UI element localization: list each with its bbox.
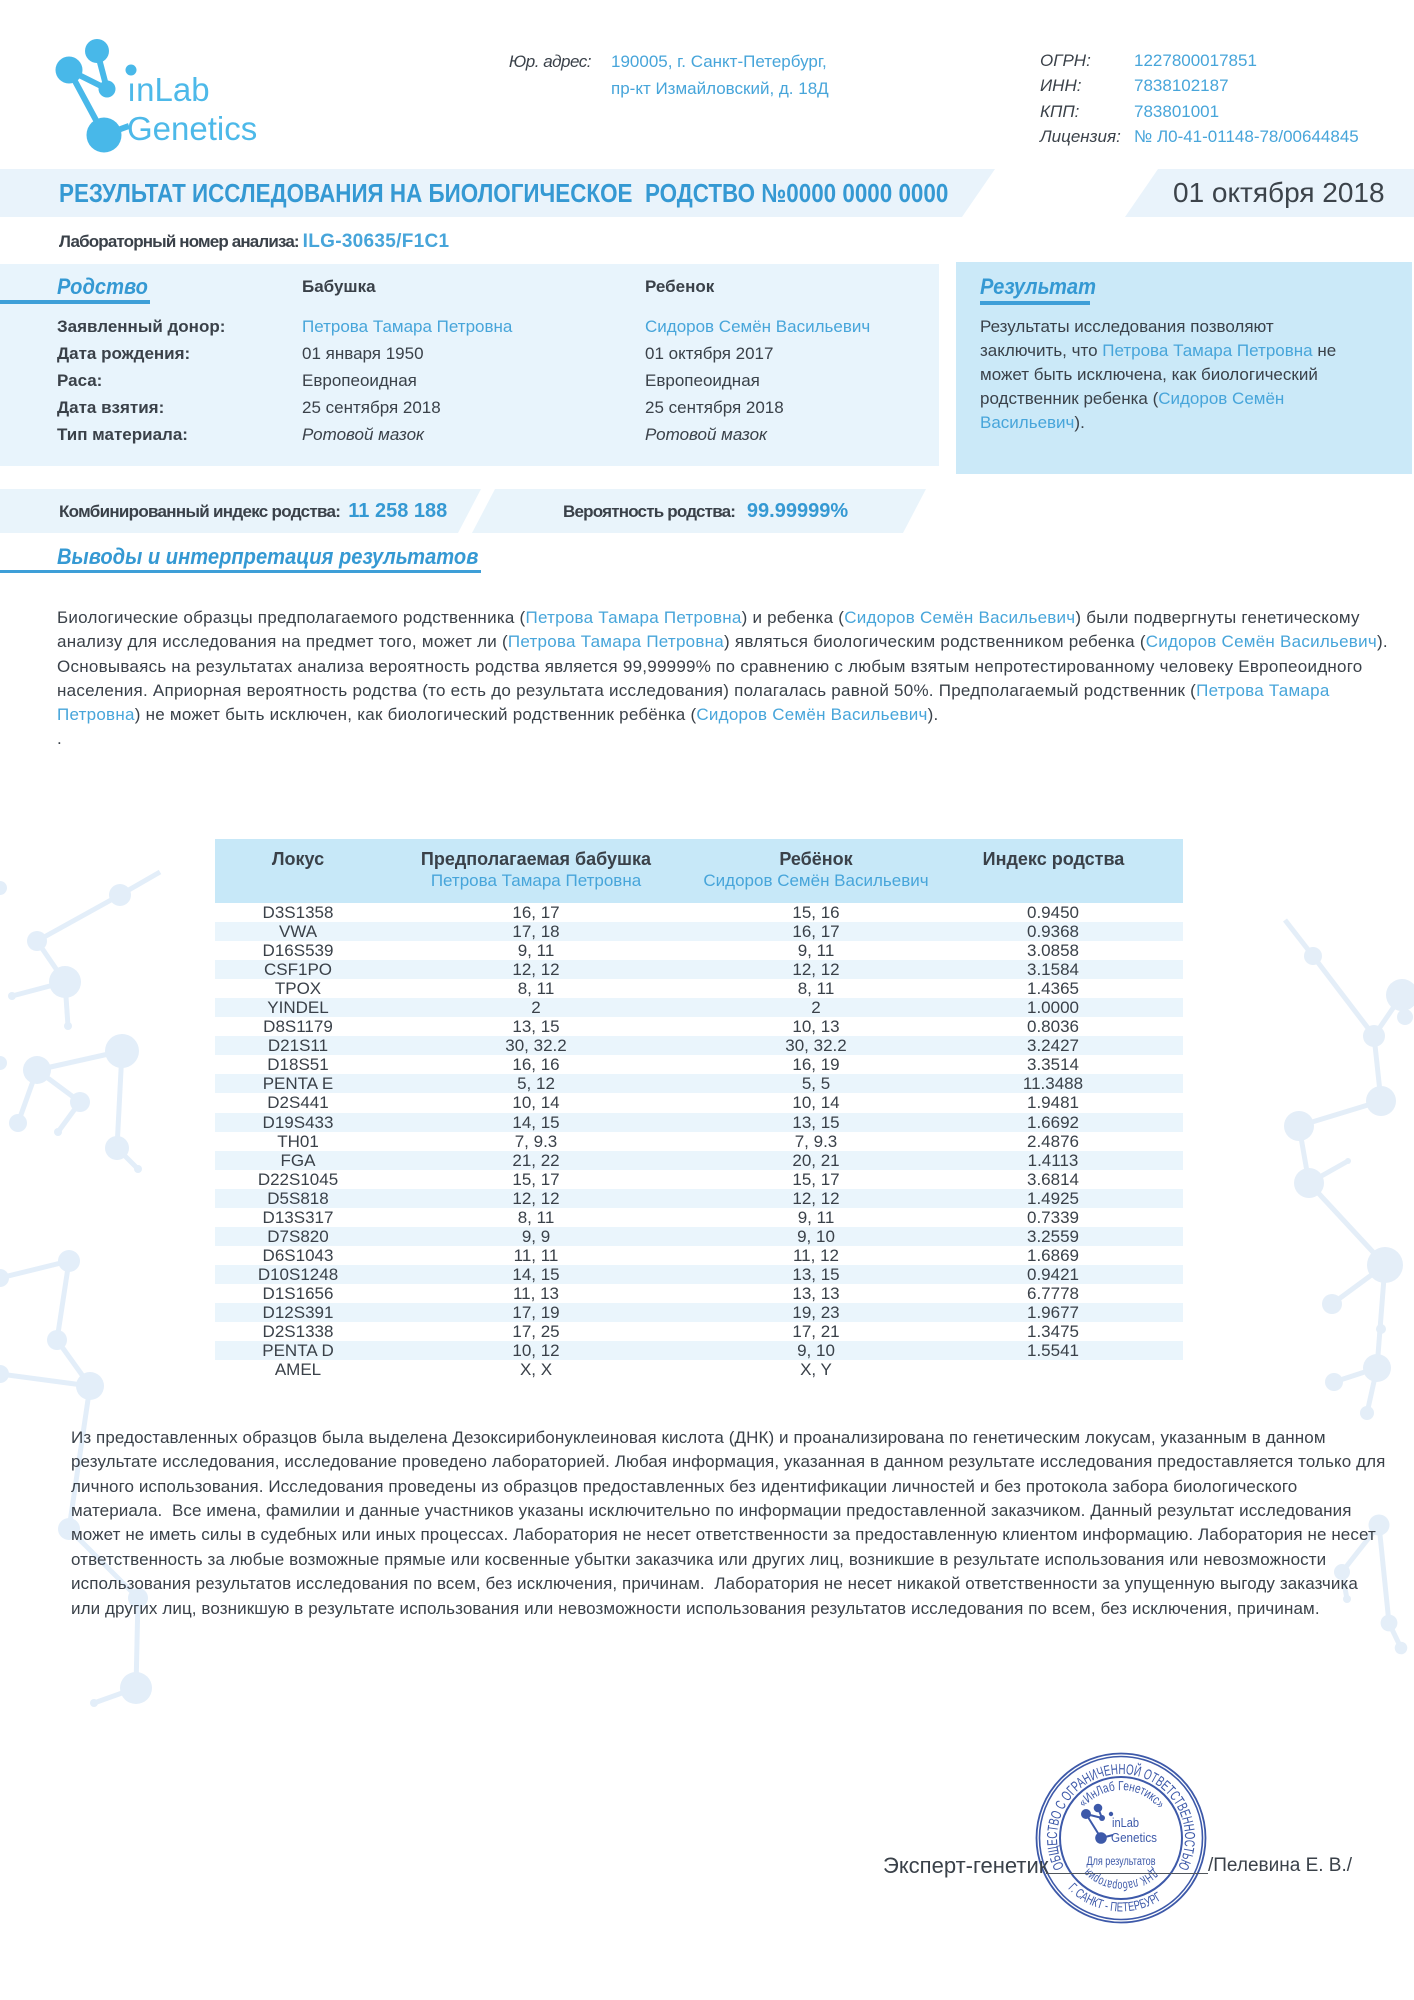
svg-text:Genetics: Genetics bbox=[1111, 1831, 1157, 1845]
svg-text:Genetics: Genetics bbox=[127, 110, 257, 147]
svg-text:inLab: inLab bbox=[1112, 1816, 1139, 1830]
svg-text:Для результатов: Для результатов bbox=[1087, 1856, 1156, 1868]
svg-text:ДНК лаборатория: ДНК лаборатория bbox=[1080, 1866, 1161, 1894]
svg-text:ınLab: ınLab bbox=[127, 71, 210, 108]
